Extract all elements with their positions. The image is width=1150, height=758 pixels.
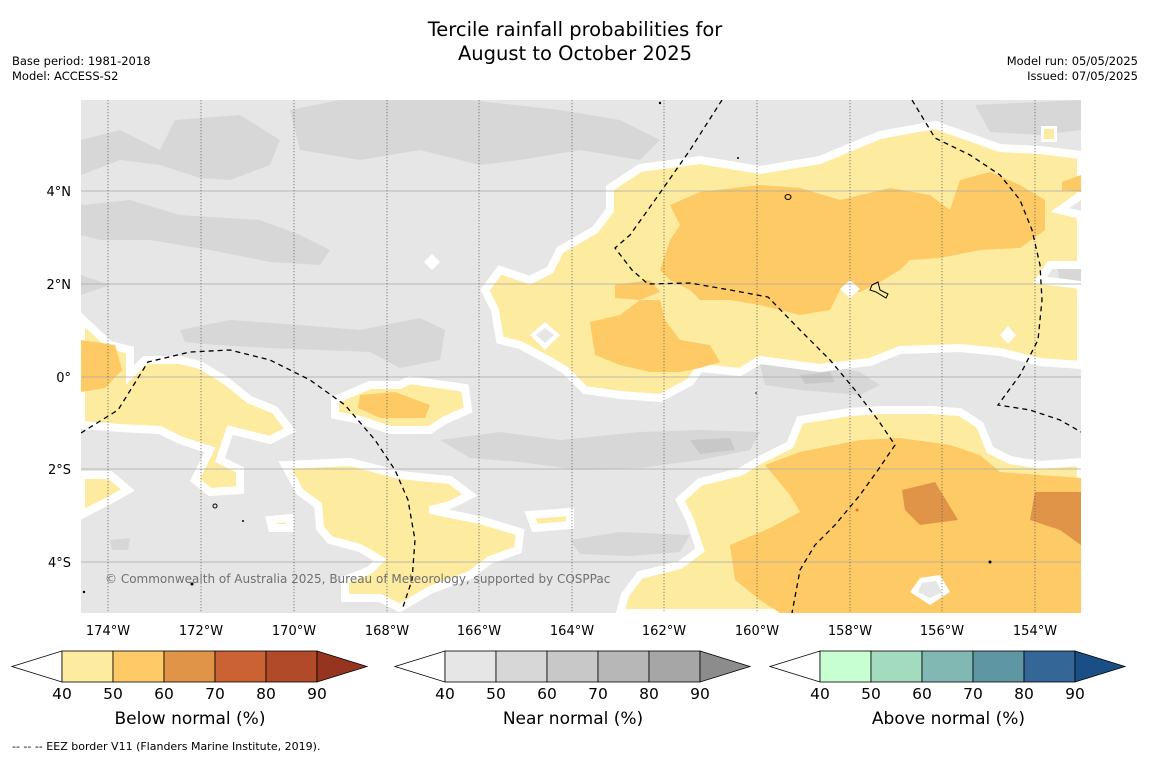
lon-label: 174°W xyxy=(86,624,130,639)
meta-left: Base period: 1981-2018 Model: ACCESS-S2 xyxy=(12,54,151,84)
lon-label: 164°W xyxy=(550,624,594,639)
colorbar-segment xyxy=(921,650,974,683)
model-name: Model: ACCESS-S2 xyxy=(12,69,119,83)
near-normal-60-regions xyxy=(690,372,835,454)
colorbar-segment xyxy=(214,650,267,683)
colorbar-segment xyxy=(112,650,165,683)
lon-label: 166°W xyxy=(457,624,501,639)
lon-label: 172°W xyxy=(179,624,223,639)
colorbar-title-near: Near normal (%) xyxy=(502,709,644,729)
lat-label: 2°S xyxy=(48,463,71,478)
colorbar-over-triangle xyxy=(699,650,752,683)
base-period: Base period: 1981-2018 xyxy=(12,54,151,68)
lat-label: 0° xyxy=(56,371,71,386)
colorbar-tick-label: 60 xyxy=(537,685,557,703)
meta-right: Model run: 05/05/2025 Issued: 07/05/2025 xyxy=(1007,54,1138,84)
map-plot-area xyxy=(81,100,1081,613)
colorbar-below: 40 50 60 70 80 90 xyxy=(10,650,369,703)
colorbar-above: 40 50 60 70 80 90 xyxy=(768,650,1127,703)
colorbar-tick-label: 80 xyxy=(256,685,276,703)
island-marker xyxy=(855,508,859,512)
colorbar-under-triangle xyxy=(10,650,63,683)
latitude-labels: 4°N 2°N 0° 2°S 4°S xyxy=(47,185,72,571)
inner-near-normal-cells xyxy=(536,129,1054,598)
colorbar-tick-label: 50 xyxy=(103,685,123,703)
colorbar-under-triangle xyxy=(393,650,446,683)
lon-label: 170°W xyxy=(272,624,316,639)
colorbar-tick-label: 90 xyxy=(307,685,327,703)
colorbar-tick-label: 70 xyxy=(963,685,983,703)
lat-label: 2°N xyxy=(47,278,72,293)
copyright-notice: © Commonwealth of Australia 2025, Bureau… xyxy=(105,572,611,586)
below-normal-60-regions xyxy=(902,482,1081,545)
colorbar-segment xyxy=(648,650,701,683)
colorbar-tick-label: 70 xyxy=(588,685,608,703)
colorbar-tick-label: 80 xyxy=(1014,685,1034,703)
islands xyxy=(212,194,889,509)
lon-label: 158°W xyxy=(828,624,872,639)
colorbar-segment xyxy=(1023,650,1076,683)
colorbar-title-above: Above normal (%) xyxy=(871,709,1026,729)
title-line-1: Tercile rainfall probabilities for xyxy=(427,18,723,41)
latitude-gridlines xyxy=(81,190,1081,563)
lon-label: 160°W xyxy=(735,624,779,639)
colorbar-tick-label: 40 xyxy=(810,685,830,703)
colorbar-segment xyxy=(870,650,923,683)
colorbar-tick-label: 90 xyxy=(1065,685,1085,703)
eez-footnote: -- -- -- EEZ border V11 (Flanders Marine… xyxy=(12,740,321,753)
colorbar-tick-label: 70 xyxy=(205,685,225,703)
colorbar-over-triangle xyxy=(316,650,369,683)
colorbar-over-triangle xyxy=(1074,650,1127,683)
colorbar-near: 40 50 60 70 80 90 xyxy=(393,650,752,703)
colorbar-tick-label: 60 xyxy=(912,685,932,703)
colorbar-segment xyxy=(444,650,497,683)
colorbar-tick-label: 50 xyxy=(861,685,881,703)
island-dots xyxy=(82,101,992,594)
lat-label: 4°N xyxy=(47,185,72,200)
lon-label: 162°W xyxy=(642,624,686,639)
colorbar-segment xyxy=(265,650,318,683)
colorbar-title-below: Below normal (%) xyxy=(114,709,266,729)
lon-label: 154°W xyxy=(1013,624,1057,639)
page-title: Tercile rainfall probabilities for Augus… xyxy=(0,18,1150,66)
rainfall-map: 174°W 172°W 170°W 168°W 166°W 164°W 162°… xyxy=(10,100,1127,703)
lon-label: 168°W xyxy=(365,624,409,639)
colorbar-segment xyxy=(819,650,872,683)
eez-borders xyxy=(81,100,1081,613)
colorbar-tick-label: 50 xyxy=(486,685,506,703)
colorbar-tick-label: 90 xyxy=(690,685,710,703)
colorbar-tick-label: 40 xyxy=(435,685,455,703)
below-normal-50-regions xyxy=(81,172,1081,613)
near-normal-50-regions xyxy=(81,100,1081,598)
colorbar-segment xyxy=(972,650,1025,683)
lat-label: 4°S xyxy=(48,556,71,571)
colorbar-tick-label: 60 xyxy=(154,685,174,703)
issued-date: Issued: 07/05/2025 xyxy=(1027,69,1138,83)
model-run: Model run: 05/05/2025 xyxy=(1006,54,1138,68)
colorbar-tick-label: 40 xyxy=(52,685,72,703)
lon-label: 156°W xyxy=(920,624,964,639)
colorbar-segment xyxy=(597,650,650,683)
longitude-labels: 174°W 172°W 170°W 168°W 166°W 164°W 162°… xyxy=(86,624,1057,639)
colorbar-segment xyxy=(546,650,599,683)
title-line-2: August to October 2025 xyxy=(457,42,693,65)
colorbar-tick-label: 80 xyxy=(639,685,659,703)
colorbar-segment xyxy=(163,650,216,683)
colorbar-segment xyxy=(61,650,114,683)
colorbar-under-triangle xyxy=(768,650,821,683)
colorbars: 40 50 60 70 80 90 40 50 60 70 80 90 40 50 60 70 80 90 xyxy=(10,650,1127,703)
colorbar-segment xyxy=(495,650,548,683)
